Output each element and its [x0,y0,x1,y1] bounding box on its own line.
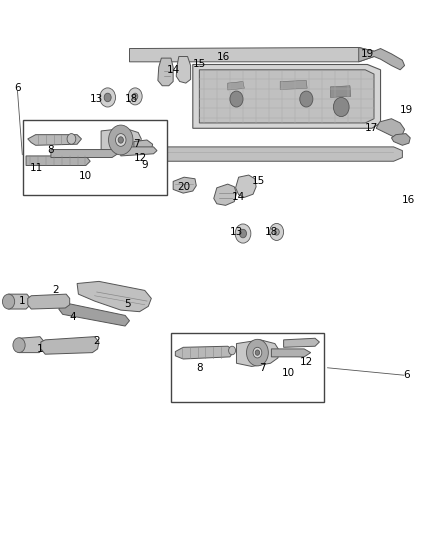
Text: 18: 18 [265,227,278,237]
Circle shape [229,346,236,355]
Polygon shape [176,56,191,83]
Circle shape [118,137,124,143]
Text: 12: 12 [134,152,147,163]
Circle shape [300,91,313,107]
Text: 10: 10 [283,368,295,378]
Text: 11: 11 [30,163,43,173]
Circle shape [235,224,251,243]
Polygon shape [193,64,381,128]
Text: 14: 14 [166,65,180,75]
Text: 10: 10 [79,171,92,181]
Polygon shape [59,303,130,326]
FancyBboxPatch shape [171,333,324,402]
Text: 13: 13 [230,227,243,237]
Polygon shape [199,70,374,123]
Text: 6: 6 [14,83,21,93]
Circle shape [255,350,260,356]
Circle shape [3,294,14,309]
Polygon shape [51,150,118,158]
Circle shape [274,229,279,235]
Text: 19: 19 [361,49,374,59]
Polygon shape [121,147,157,156]
Text: 7: 7 [133,139,139,149]
Circle shape [128,88,142,105]
Text: 6: 6 [403,370,410,381]
Circle shape [253,348,262,358]
Polygon shape [41,337,99,354]
Circle shape [109,125,133,155]
Polygon shape [392,134,410,146]
Text: 19: 19 [400,104,413,115]
Polygon shape [134,140,152,154]
Polygon shape [330,86,351,98]
Text: 18: 18 [125,94,138,104]
Circle shape [104,93,111,102]
Polygon shape [272,349,311,357]
Circle shape [333,98,349,117]
Text: 7: 7 [259,362,266,373]
Circle shape [230,91,243,107]
Polygon shape [26,156,90,165]
Circle shape [116,134,126,147]
Polygon shape [15,337,43,353]
Circle shape [247,340,268,366]
Text: 8: 8 [48,144,54,155]
Polygon shape [280,80,307,90]
Polygon shape [376,119,405,138]
Text: 1: 1 [37,344,43,354]
Text: 4: 4 [69,312,76,322]
Circle shape [240,229,247,238]
Text: 9: 9 [141,160,148,171]
Text: 8: 8 [196,362,203,373]
Polygon shape [130,147,403,161]
Text: 20: 20 [177,182,191,192]
Polygon shape [359,47,405,70]
Polygon shape [237,340,279,367]
Polygon shape [158,58,173,86]
Circle shape [100,88,116,107]
Polygon shape [173,177,196,193]
Circle shape [67,134,76,144]
FancyBboxPatch shape [22,120,166,195]
Polygon shape [28,294,70,309]
Polygon shape [214,184,237,205]
Text: 14: 14 [232,192,245,203]
Text: 2: 2 [93,336,100,346]
Text: 17: 17 [365,123,378,133]
Polygon shape [175,346,234,359]
Polygon shape [101,128,141,152]
Polygon shape [5,294,30,309]
Text: 1: 1 [18,296,25,306]
Text: 2: 2 [52,286,59,295]
Polygon shape [228,82,244,90]
Text: 16: 16 [402,195,416,205]
Text: 5: 5 [124,298,131,309]
Text: 13: 13 [90,94,103,104]
Polygon shape [130,47,374,62]
Polygon shape [236,175,256,197]
Polygon shape [284,338,319,348]
Circle shape [133,93,138,100]
Circle shape [270,223,284,240]
Polygon shape [77,281,151,312]
Circle shape [13,338,25,353]
Text: 15: 15 [252,176,265,187]
Text: 12: 12 [300,357,313,367]
Polygon shape [28,135,81,146]
Text: 15: 15 [193,60,206,69]
Text: 16: 16 [217,52,230,61]
